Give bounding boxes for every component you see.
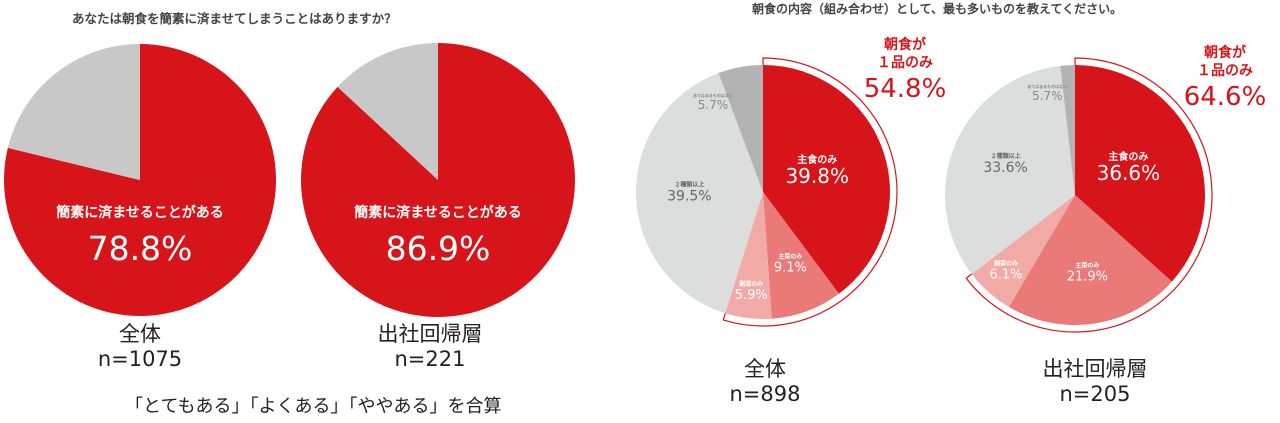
- one-item-callout-all: 朝食が １品のみ 54.8%: [850, 36, 960, 106]
- slice-label: 簡素に済ませることがある: [56, 204, 224, 221]
- group-n: n=898: [729, 382, 801, 406]
- left-note: 「とてもある」「よくある」「ややある」を合算: [125, 396, 502, 417]
- group-label-all-2: 全体 n=898: [685, 357, 845, 407]
- pie-chart-3: [636, 57, 898, 327]
- pie-chart-2: [300, 43, 575, 317]
- group-name: 出社回帰層: [1042, 357, 1148, 381]
- right-question-title: 朝食の内容（組み合わせ）として、最も多いものを教えてください。: [752, 2, 1123, 16]
- slice-label: 主菜のみ: [1075, 261, 1099, 269]
- one-item-bracket: [722, 57, 898, 327]
- pie-slice: [725, 192, 772, 319]
- pie-chart-4: [945, 57, 1213, 333]
- slice-label: 主菜のみ: [778, 253, 802, 261]
- slice-label: ２種類以上: [991, 152, 1021, 160]
- group-n: n=1075: [97, 347, 183, 371]
- callout-label: １品のみ: [1197, 63, 1253, 79]
- slice-label: 簡素に済ませることがある: [354, 204, 522, 221]
- slice-label: 副菜のみ: [994, 260, 1018, 268]
- pie-slice: [971, 195, 1075, 307]
- group-label-all-1: 全体 n=1075: [60, 322, 220, 372]
- callout-value: 64.6%: [1183, 82, 1267, 112]
- group-label-return-2: 出社回帰層 n=205: [1015, 357, 1175, 407]
- pie-slice: [763, 192, 839, 319]
- group-n: n=221: [394, 347, 466, 371]
- slice-value: 5.9%: [735, 288, 768, 303]
- slice-label: あてはまるものはない: [693, 92, 733, 98]
- group-label-return-1: 出社回帰層 n=221: [350, 322, 510, 372]
- slice-value: 21.9%: [1067, 269, 1108, 284]
- slice-value: 39.5%: [667, 188, 711, 204]
- pie-chart-1: [3, 44, 276, 316]
- pie-slice: [337, 43, 438, 180]
- callout-label: 朝食が: [884, 37, 926, 53]
- group-n: n=205: [1059, 382, 1131, 406]
- group-name: 出社回帰層: [377, 322, 483, 346]
- slice-value: 36.6%: [1097, 161, 1161, 185]
- pie-slice: [300, 43, 575, 317]
- callout-value: 54.8%: [863, 74, 947, 104]
- group-name: 全体: [119, 322, 161, 346]
- pie-slice: [1008, 195, 1172, 325]
- pie-slice: [945, 65, 1075, 275]
- slice-value: 6.1%: [989, 268, 1022, 283]
- one-item-callout-return: 朝食が １品のみ 64.6%: [1170, 44, 1280, 114]
- slice-label: 副菜のみ: [739, 280, 763, 288]
- slice-label: あてはまるものはない: [1027, 83, 1067, 89]
- slice-label: 主食のみ: [1108, 150, 1148, 163]
- slice-value: 5.7%: [698, 98, 729, 112]
- callout-label: １品のみ: [877, 55, 933, 71]
- slice-value: 78.8%: [88, 229, 193, 268]
- pie-slice: [1075, 65, 1205, 282]
- slice-value: 5.7%: [1032, 89, 1063, 103]
- callout-label: 朝食が: [1204, 45, 1246, 61]
- slice-value: 33.6%: [983, 160, 1027, 176]
- slice-label: 主食のみ: [797, 153, 837, 166]
- pie-slice: [1060, 65, 1075, 195]
- slice-label: ２種類以上: [674, 180, 704, 188]
- slice-value: 39.8%: [785, 164, 849, 188]
- left-question-title: あなたは朝食を簡素に済ませてしまうことはありますか？: [72, 11, 397, 26]
- slice-value: 86.9%: [386, 229, 491, 268]
- group-name: 全体: [744, 357, 786, 381]
- pie-slice: [636, 73, 763, 314]
- pie-slice: [7, 44, 141, 180]
- pie-slice: [763, 65, 891, 294]
- one-item-bracket: [965, 57, 1213, 333]
- pie-slice: [718, 65, 763, 192]
- slice-value: 9.1%: [774, 261, 807, 276]
